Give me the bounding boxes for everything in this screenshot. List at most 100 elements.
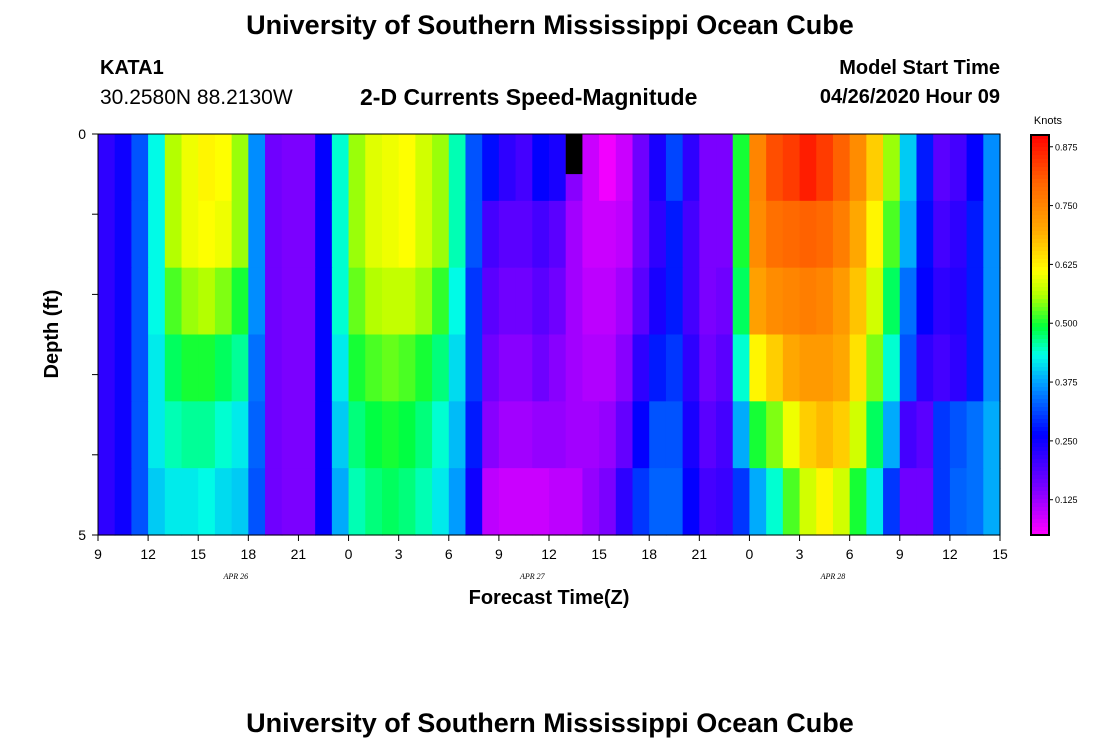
heatmap-cell — [131, 134, 149, 202]
x-tick-label: 18 — [641, 546, 657, 562]
heatmap-cell — [315, 134, 333, 202]
x-tick-label: 21 — [692, 546, 708, 562]
heatmap-cell — [365, 200, 383, 269]
heatmap-cell — [883, 200, 901, 269]
heatmap-cell — [98, 468, 116, 536]
heatmap-cell — [832, 200, 851, 269]
x-tick-label: 15 — [591, 546, 607, 562]
heatmap-cell — [248, 200, 266, 269]
heatmap-cell — [816, 267, 834, 336]
colorbar-swatch — [1031, 379, 1049, 384]
heatmap-cell — [482, 134, 500, 202]
heatmap-cell — [465, 401, 483, 469]
heatmap-cell — [832, 334, 851, 402]
colorbar-swatch — [1031, 187, 1049, 192]
heatmap-cell — [465, 200, 483, 269]
heatmap-cell — [164, 200, 183, 269]
heatmap-cell — [615, 401, 634, 469]
colorbar-swatch — [1031, 455, 1049, 460]
date-label: APR 28 — [820, 572, 846, 581]
heatmap-cell — [949, 134, 968, 202]
heatmap-cell — [214, 334, 233, 402]
colorbar-swatch — [1031, 443, 1049, 448]
colorbar-swatch — [1031, 459, 1049, 464]
heatmap-cell — [281, 334, 300, 402]
x-tick-label: 6 — [445, 546, 453, 562]
heatmap-cell — [98, 401, 116, 469]
colorbar-swatch — [1031, 407, 1049, 412]
heatmap-cell — [381, 468, 400, 536]
model-start-value: 04/26/2020 Hour 09 — [819, 86, 1000, 108]
heatmap-cell — [582, 267, 600, 336]
heatmap-cell — [933, 468, 951, 536]
heatmap-cell — [732, 134, 751, 202]
heatmap-cell — [816, 200, 834, 269]
heatmap-cell — [916, 134, 934, 202]
heatmap-cell — [766, 134, 784, 202]
heatmap-cell — [381, 334, 400, 402]
heatmap-cell — [682, 468, 700, 536]
x-tick-label: 9 — [495, 546, 503, 562]
colorbar-swatch — [1031, 327, 1049, 332]
x-tick-label: 3 — [395, 546, 403, 562]
heatmap-cell — [599, 468, 617, 536]
heatmap-cell — [515, 401, 533, 469]
heatmap-cell — [248, 401, 266, 469]
colorbar-swatch — [1031, 347, 1049, 352]
colorbar-swatch — [1031, 195, 1049, 200]
heatmap-cell — [415, 267, 433, 336]
heatmap-cell — [849, 401, 867, 469]
heatmap-cell — [799, 334, 817, 402]
heatmap-cell — [498, 200, 517, 269]
heatmap-cell — [749, 334, 767, 402]
heatmap-cell — [114, 468, 132, 536]
heatmap-cell — [214, 468, 233, 536]
heatmap-cell — [916, 200, 934, 269]
colorbar-tick-label: 0.250 — [1055, 436, 1078, 446]
x-tick-label: 12 — [140, 546, 156, 562]
heatmap-cell — [799, 468, 817, 536]
heatmap-cell — [665, 334, 684, 402]
colorbar-swatch — [1031, 515, 1049, 520]
heatmap-cell — [198, 200, 216, 269]
heatmap-cell — [131, 401, 149, 469]
heatmap-cell — [131, 267, 149, 336]
heatmap-cell — [231, 134, 249, 202]
colorbar-swatch — [1031, 451, 1049, 456]
heatmap-cell — [315, 267, 333, 336]
heatmap-cell — [549, 401, 567, 469]
heatmap-cell — [114, 200, 132, 269]
heatmap-cell — [148, 200, 166, 269]
heatmap-cell — [899, 134, 918, 202]
heatmap-cell — [381, 200, 400, 269]
colorbar-swatch — [1031, 311, 1049, 316]
heatmap-cell — [298, 468, 316, 536]
heatmap-cell — [599, 134, 617, 202]
heatmap-cell — [966, 468, 984, 536]
colorbar-swatch — [1031, 423, 1049, 428]
y-axis-label: Depth (ft) — [41, 290, 63, 379]
heatmap-cell — [866, 468, 884, 536]
y-tick-label: 0 — [78, 126, 86, 142]
heatmap-cell — [532, 468, 550, 536]
colorbar-tick-label: 0.125 — [1055, 495, 1078, 505]
colorbar-swatch — [1031, 259, 1049, 264]
heatmap-cell — [549, 334, 567, 402]
colorbar-swatch — [1031, 247, 1049, 252]
heatmap-cell — [582, 401, 600, 469]
y-tick-label: 5 — [78, 527, 86, 543]
heatmap-cell — [699, 134, 717, 202]
heatmap-cell — [649, 267, 667, 336]
heatmap-cell — [565, 200, 583, 269]
heatmap-cell — [315, 401, 333, 469]
colorbar-swatch — [1031, 283, 1049, 288]
heatmap-cell — [732, 401, 751, 469]
heatmap-cell — [415, 334, 433, 402]
heatmap-cell — [549, 267, 567, 336]
heatmap-cell — [131, 468, 149, 536]
heatmap-cell — [983, 334, 1001, 402]
heatmap-cell — [766, 267, 784, 336]
colorbar-swatch — [1031, 179, 1049, 184]
colorbar-swatch — [1031, 479, 1049, 484]
